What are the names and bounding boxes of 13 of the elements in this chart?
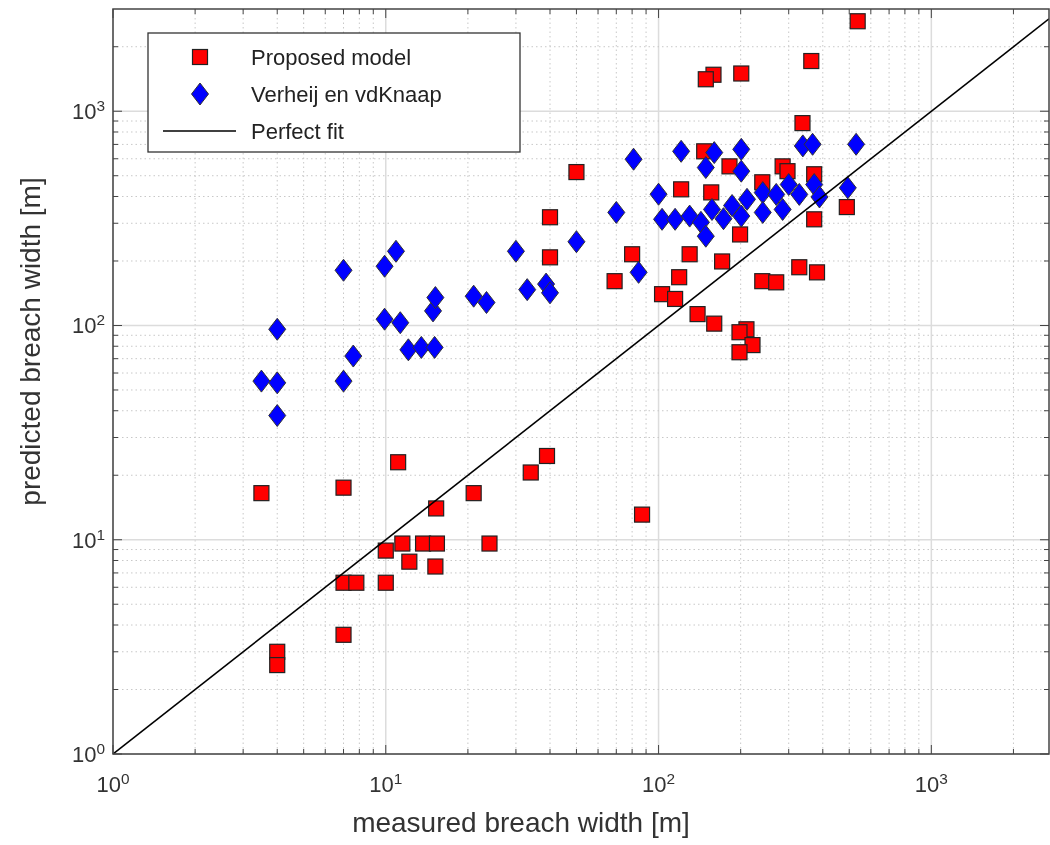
y-tick-label: 10$^{3}$ bbox=[71, 96, 105, 125]
x-tick-label: 10$^{0}$ bbox=[96, 769, 130, 797]
x-tick-label: 10$^{1}$ bbox=[369, 769, 403, 797]
y-tick-label: 10$^{0}$ bbox=[71, 739, 105, 767]
x-tick-label: 10$^{2}$ bbox=[642, 769, 676, 797]
legend-label: Verheij en vdKnaap bbox=[251, 82, 442, 107]
y-axis-title: predicted breach width [m] bbox=[15, 177, 46, 506]
x-tick-label: 10$^{3}$ bbox=[914, 769, 948, 797]
y-tick-label: 10$^{2}$ bbox=[71, 310, 105, 339]
y-tick-label: 10$^{1}$ bbox=[71, 525, 105, 553]
x-axis-title: measured breach width [m] bbox=[352, 807, 690, 838]
legend-label: Proposed model bbox=[251, 45, 412, 70]
legend-label: Perfect fit bbox=[251, 119, 344, 144]
